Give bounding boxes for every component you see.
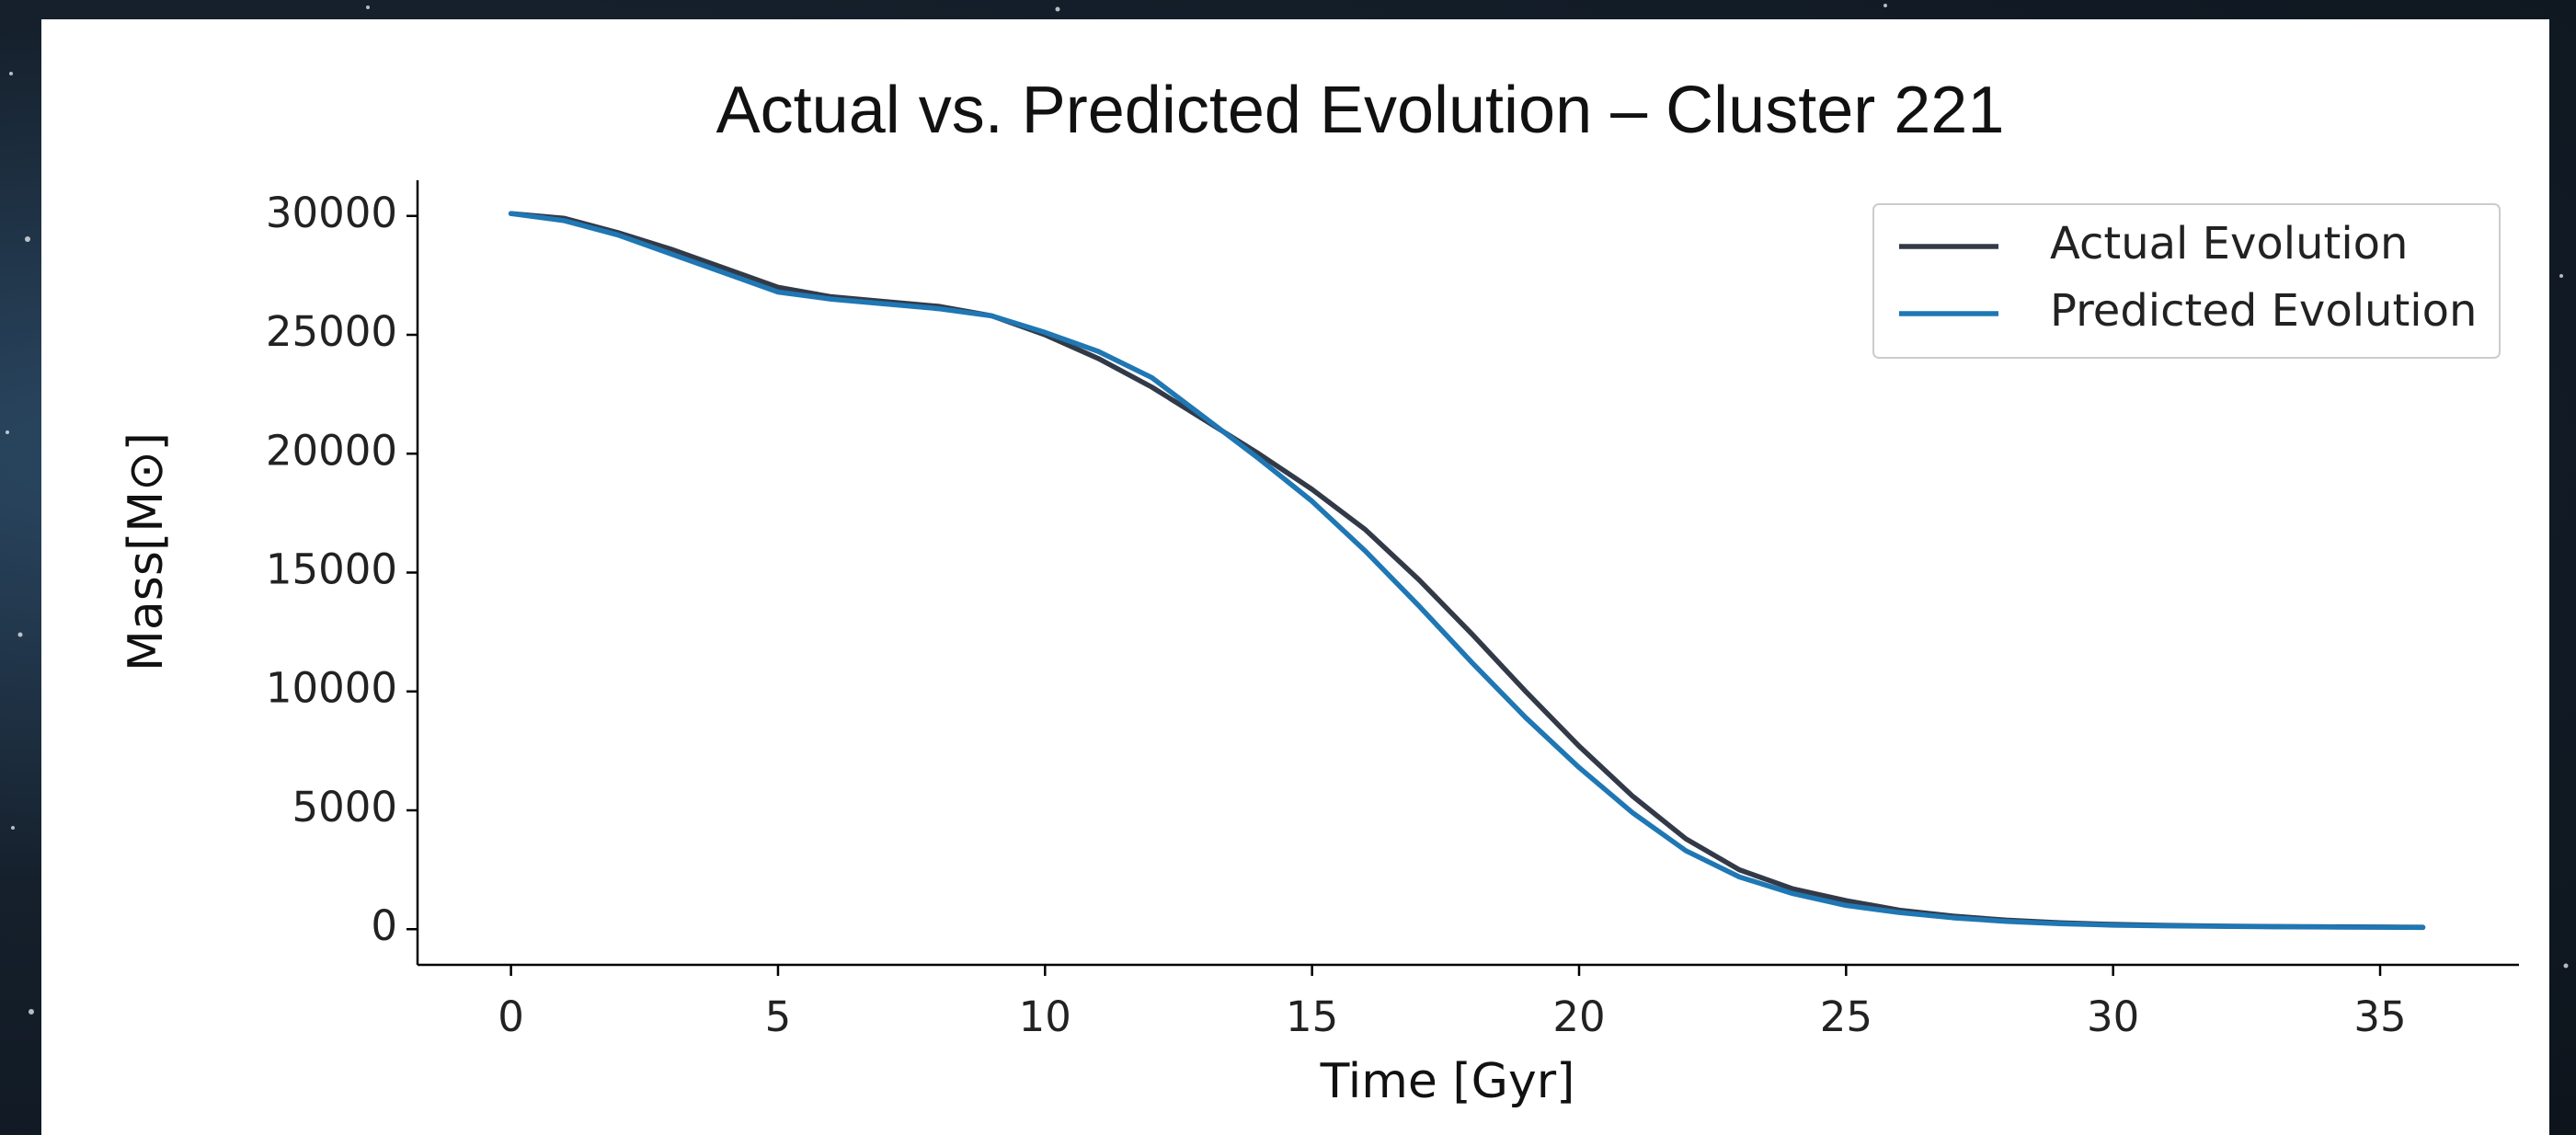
legend-box (1872, 203, 2501, 359)
star (2559, 274, 2563, 278)
y-tick-label: 0 (371, 901, 397, 950)
star (9, 72, 13, 75)
y-tick-label: 20000 (266, 426, 397, 475)
legend-label: Predicted Evolution (2050, 285, 2477, 337)
star (366, 6, 370, 9)
x-tick-label: 20 (1552, 992, 1605, 1041)
stars (6, 4, 2569, 1015)
star (6, 430, 9, 434)
x-tick-label: 15 (1286, 992, 1338, 1041)
y-tick-label: 25000 (266, 307, 397, 356)
legend: Actual Evolution Predicted Evolution (1872, 203, 2501, 359)
x-tick-label: 25 (1820, 992, 1872, 1041)
star (17, 632, 23, 637)
x-tick-label: 0 (498, 992, 524, 1041)
star (2563, 963, 2569, 969)
x-tick-label: 35 (2353, 992, 2406, 1041)
x-tick-label: 5 (765, 992, 792, 1041)
star (29, 1009, 34, 1015)
x-tick-label: 30 (2087, 992, 2139, 1041)
y-tick-label: 10000 (266, 664, 397, 713)
star (25, 236, 30, 242)
y-tick-label: 15000 (266, 545, 397, 594)
star (1883, 4, 1887, 7)
legend-label: Actual Evolution (2050, 218, 2408, 269)
star (11, 826, 15, 830)
star (1055, 6, 1060, 12)
y-tick-label: 30000 (266, 189, 397, 237)
x-tick-label: 10 (1019, 992, 1071, 1041)
y-axis-label: Mass[M⊙] (119, 432, 174, 671)
x-axis-label: Time [Gyr] (1320, 1054, 1575, 1109)
data-line (508, 211, 2426, 931)
y-tick-label: 5000 (292, 783, 397, 831)
chart-title: Actual vs. Predicted Evolution – Cluster… (716, 74, 2005, 147)
